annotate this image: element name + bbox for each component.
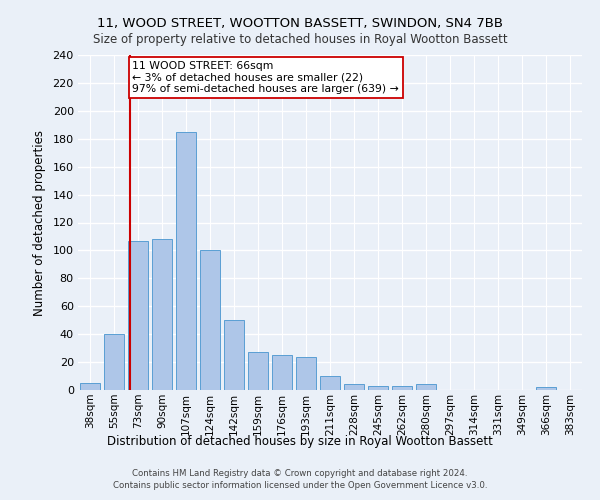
Bar <box>152 240 172 390</box>
Y-axis label: Number of detached properties: Number of detached properties <box>32 130 46 316</box>
Bar <box>104 334 124 390</box>
Bar <box>128 240 148 390</box>
Text: Distribution of detached houses by size in Royal Wootton Bassett: Distribution of detached houses by size … <box>107 435 493 448</box>
Bar <box>296 356 316 390</box>
Bar <box>80 383 100 390</box>
Bar <box>536 387 556 390</box>
Bar <box>392 386 412 390</box>
Text: Size of property relative to detached houses in Royal Wootton Bassett: Size of property relative to detached ho… <box>92 32 508 46</box>
Bar <box>320 376 340 390</box>
Bar <box>176 132 196 390</box>
Text: Contains HM Land Registry data © Crown copyright and database right 2024.
Contai: Contains HM Land Registry data © Crown c… <box>113 468 487 490</box>
Text: 11, WOOD STREET, WOOTTON BASSETT, SWINDON, SN4 7BB: 11, WOOD STREET, WOOTTON BASSETT, SWINDO… <box>97 18 503 30</box>
Text: 11 WOOD STREET: 66sqm
← 3% of detached houses are smaller (22)
97% of semi-detac: 11 WOOD STREET: 66sqm ← 3% of detached h… <box>133 60 399 94</box>
Bar <box>368 386 388 390</box>
Bar <box>416 384 436 390</box>
Bar <box>224 320 244 390</box>
Bar <box>248 352 268 390</box>
Bar <box>272 355 292 390</box>
Bar <box>344 384 364 390</box>
Bar <box>200 250 220 390</box>
